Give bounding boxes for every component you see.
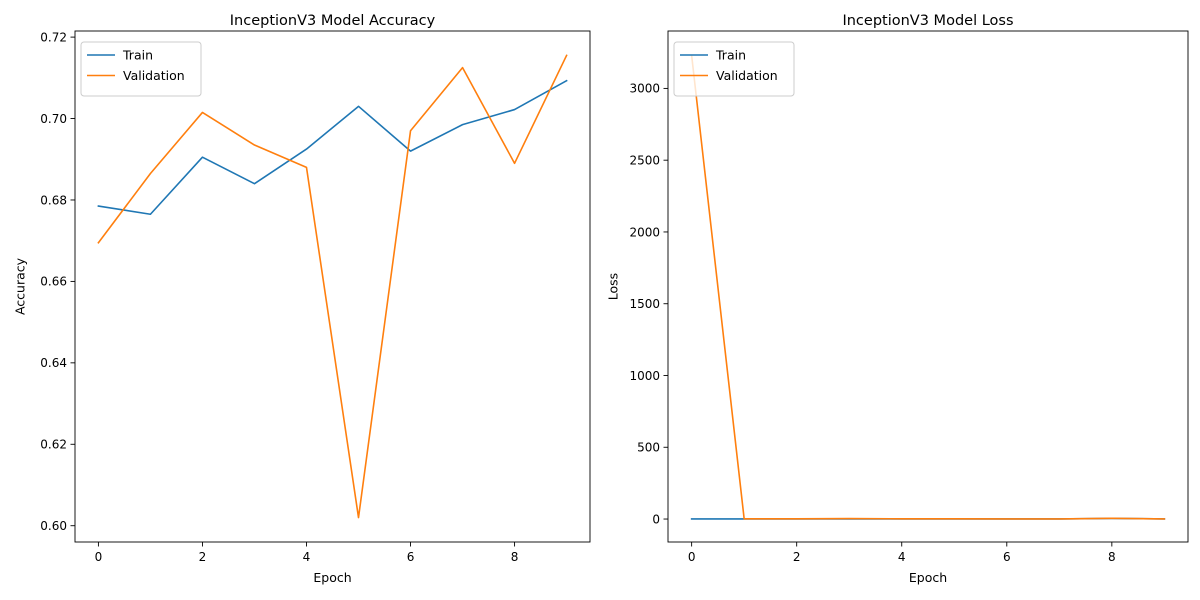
y-tick-label: 500 bbox=[637, 441, 660, 455]
series-line-validation bbox=[97, 54, 568, 519]
x-tick-label: 4 bbox=[898, 550, 906, 564]
legend-label-train: Train bbox=[122, 47, 153, 62]
y-tick-label: 2500 bbox=[629, 153, 660, 167]
y-tick-label: 0.68 bbox=[40, 193, 67, 207]
x-axis-label: Epoch bbox=[909, 570, 947, 585]
x-tick-label: 6 bbox=[407, 550, 415, 564]
chart-panel-1: InceptionV3 Model Accuracy 0 2 4 6 8 0.60 0.62 0… bbox=[13, 13, 591, 585]
y-tick-label: 1500 bbox=[629, 297, 660, 311]
x-tick-label: 4 bbox=[303, 550, 311, 564]
chart-panel-2: InceptionV3 Model Loss 0 2 4 6 8 0 500 1000 1500 2… bbox=[606, 13, 1189, 585]
y-tick-label: 0.70 bbox=[40, 112, 67, 126]
y-tick-label: 0.66 bbox=[40, 275, 67, 289]
x-tick-label: 0 bbox=[95, 550, 103, 564]
x-tick-label: 2 bbox=[199, 550, 207, 564]
x-tick-label: 8 bbox=[511, 550, 519, 564]
y-axis-label: Accuracy bbox=[13, 257, 28, 315]
legend-label-train: Train bbox=[715, 47, 746, 62]
legend: Train Validation bbox=[80, 41, 202, 97]
y-tick-label: 2000 bbox=[629, 225, 660, 239]
y-axis-label: Loss bbox=[606, 273, 621, 300]
x-axis-label: Epoch bbox=[313, 570, 351, 585]
y-tick-label: 1000 bbox=[629, 369, 660, 383]
x-tick-label: 2 bbox=[793, 550, 801, 564]
legend-label-validation: Validation bbox=[716, 68, 778, 83]
y-tick-label: 0.64 bbox=[40, 356, 67, 370]
chart-title: InceptionV3 Model Accuracy bbox=[230, 13, 436, 29]
y-tick-label: 0.60 bbox=[40, 519, 67, 533]
legend-label-validation: Validation bbox=[123, 68, 185, 83]
axes-frame bbox=[667, 30, 1189, 543]
y-tick-label: 0.62 bbox=[40, 438, 67, 452]
y-tick-label: 0.72 bbox=[40, 30, 67, 44]
axes-frame bbox=[74, 30, 591, 543]
chart-title: InceptionV3 Model Loss bbox=[842, 13, 1013, 29]
series-line-validation bbox=[690, 54, 1166, 520]
legend: Train Validation bbox=[673, 41, 795, 97]
series-line-train bbox=[97, 79, 568, 216]
y-tick-label: 0 bbox=[652, 512, 660, 526]
x-tick-label: 8 bbox=[1108, 550, 1116, 564]
x-tick-label: 6 bbox=[1003, 550, 1011, 564]
x-tick-label: 0 bbox=[688, 550, 696, 564]
y-tick-label: 3000 bbox=[629, 82, 660, 96]
